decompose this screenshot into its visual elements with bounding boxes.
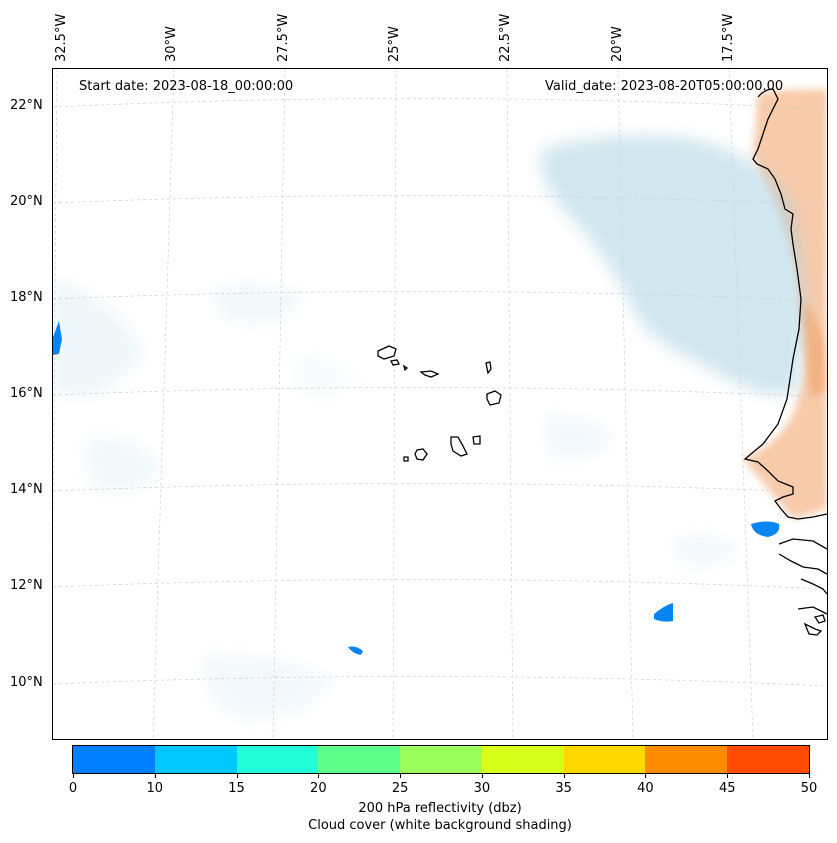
colorbar-segment: [236, 746, 319, 773]
colorbar-tick: [400, 773, 402, 778]
island-sao-vicente: [390, 359, 400, 366]
island-maio: [472, 435, 481, 445]
island-sao-nicolau: [419, 370, 440, 378]
lon-label: 30°W: [164, 26, 179, 62]
colorbar-segment: [73, 746, 155, 773]
lon-label: 25°W: [387, 26, 402, 62]
island-santiago: [450, 436, 468, 457]
africa-coastline: [743, 88, 827, 520]
lat-label: 14°N: [10, 482, 43, 497]
valid-date: Valid_date: 2023-08-20T05:00:00.00: [545, 79, 784, 94]
lat-label: 16°N: [10, 386, 43, 401]
colorbar-tick: [73, 773, 74, 778]
colorbar-tick-label: 20: [310, 781, 327, 796]
island-santo-antao: [377, 345, 397, 360]
island-santa-luzia: [402, 364, 409, 372]
map-panel[interactable]: Start date: 2023-08-18_00:00:00 Valid_da…: [52, 68, 828, 740]
lat-label: 20°N: [10, 194, 43, 209]
colorbar-tick-label: 0: [68, 781, 78, 796]
colorbar-tick-label: 50: [800, 781, 818, 796]
reflectivity-cells: [53, 321, 780, 655]
colorbar: [72, 745, 810, 774]
lon-label: 20°W: [610, 26, 625, 62]
start-date: Start date: 2023-08-18_00:00:00: [79, 79, 294, 94]
lat-label: 12°N: [10, 578, 43, 593]
island-sal: [485, 361, 492, 375]
colorbar-tick: [236, 773, 238, 778]
cloud-cover-shading: [53, 135, 805, 719]
colorbar-segment: [645, 746, 728, 773]
colorbar-tick-label: 25: [391, 781, 409, 796]
map-canvas: [53, 69, 827, 739]
colorbar-tick: [481, 773, 483, 778]
colorbar-tick: [318, 773, 320, 778]
lat-label: 18°N: [10, 290, 43, 305]
land-shading: [743, 89, 827, 519]
colorbar-tick-label: 40: [637, 781, 654, 796]
colorbar-segment: [318, 746, 401, 773]
colorbar-label-reflectivity: 200 hPa reflectivity (dbz): [358, 801, 522, 816]
colorbar-label-cloud-cover: Cloud cover (white background shading): [308, 818, 572, 833]
colorbar-tick: [727, 773, 729, 778]
graticule: [53, 69, 827, 739]
colorbar-tick: [645, 773, 647, 778]
colorbar-segment: [154, 746, 237, 773]
colorbar-tick-label: 30: [473, 781, 491, 796]
colorbar-segment: [481, 746, 564, 773]
colorbar-segment: [400, 746, 482, 773]
lat-label: 22°N: [10, 98, 43, 113]
colorbar-tick: [809, 773, 810, 778]
island-fogo: [414, 448, 428, 461]
colorbar-tick-label: 10: [146, 781, 164, 796]
island-brava: [403, 456, 409, 462]
lon-label: 27.5°W: [276, 13, 291, 62]
island-boa-vista: [486, 390, 502, 406]
colorbar-segment: [727, 746, 810, 773]
lon-label: 22.5°W: [498, 13, 513, 62]
colorbar-tick: [154, 773, 156, 778]
coastlines: [377, 88, 827, 636]
colorbar-tick-label: 15: [228, 781, 245, 796]
colorbar-tick: [563, 773, 565, 778]
lon-label: 17.5°W: [721, 13, 736, 62]
colorbar-tick-label: 45: [718, 781, 736, 796]
lon-label: 32.5°W: [54, 13, 69, 62]
lat-label: 10°N: [10, 675, 43, 690]
colorbar-segment: [563, 746, 646, 773]
colorbar-tick-label: 35: [555, 781, 572, 796]
